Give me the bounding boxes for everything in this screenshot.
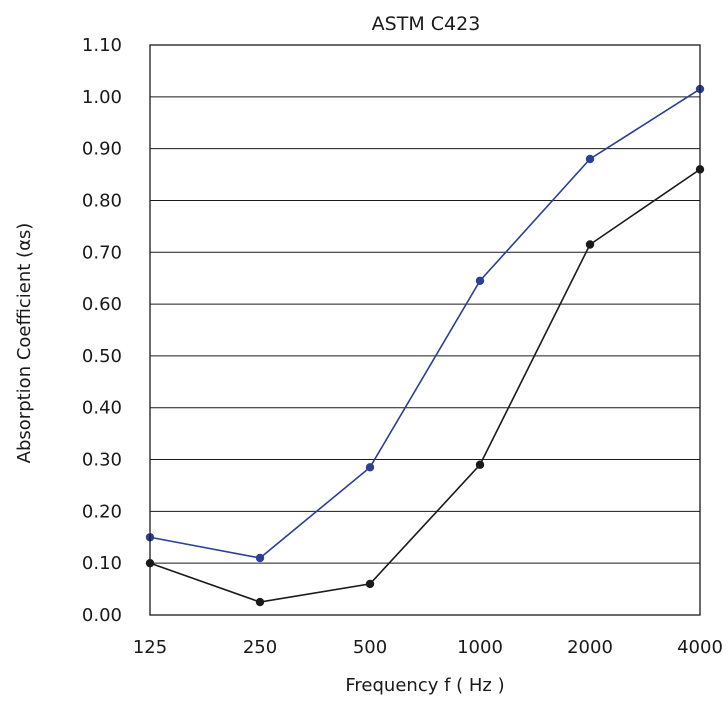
y-tick-label: 0.50 xyxy=(82,346,122,367)
x-axis-ticks: 125 250 500 1000 2000 4000 xyxy=(133,637,723,658)
data-point xyxy=(585,240,595,249)
y-tick-label: 0.90 xyxy=(82,139,122,160)
y-tick-label: 0.00 xyxy=(82,605,122,626)
x-tick-label: 1000 xyxy=(457,637,503,658)
y-tick-label: 0.20 xyxy=(82,501,122,522)
data-point xyxy=(475,460,485,469)
gridlines xyxy=(150,44,700,616)
y-tick-label: 0.60 xyxy=(82,294,122,315)
x-tick-label: 2000 xyxy=(567,637,613,658)
x-tick-label: 125 xyxy=(133,637,167,658)
x-tick-label: 500 xyxy=(353,637,387,658)
y-axis-label: Absorption Coefficient (αs) xyxy=(14,223,35,464)
x-tick-label: 250 xyxy=(243,637,277,658)
y-tick-label: 0.80 xyxy=(82,190,122,211)
data-point xyxy=(255,553,265,563)
data-point xyxy=(585,154,595,164)
data-point xyxy=(365,463,375,472)
series-line-2 xyxy=(149,168,701,603)
y-tick-label: 0.70 xyxy=(82,242,122,263)
y-tick-label: 0.40 xyxy=(82,398,122,419)
data-point xyxy=(255,597,265,607)
x-axis-label: Frequency f ( Hz ) xyxy=(345,675,504,696)
y-tick-label: 1.10 xyxy=(82,35,122,56)
x-tick-label: 4000 xyxy=(677,637,723,658)
y-tick-label: 0.30 xyxy=(82,450,122,471)
chart-title: ASTM C423 xyxy=(372,13,481,35)
data-point xyxy=(365,579,375,589)
y-tick-label: 1.00 xyxy=(82,87,122,108)
y-tick-label: 0.10 xyxy=(82,553,122,574)
series-line-1 xyxy=(149,88,701,559)
y-axis-ticks: 0.00 0.10 0.20 0.30 0.40 0.50 0.60 0.70 0.80 0.90… xyxy=(82,35,122,626)
plot-frame xyxy=(149,44,701,616)
data-point xyxy=(475,276,485,285)
series-lines xyxy=(145,84,705,607)
